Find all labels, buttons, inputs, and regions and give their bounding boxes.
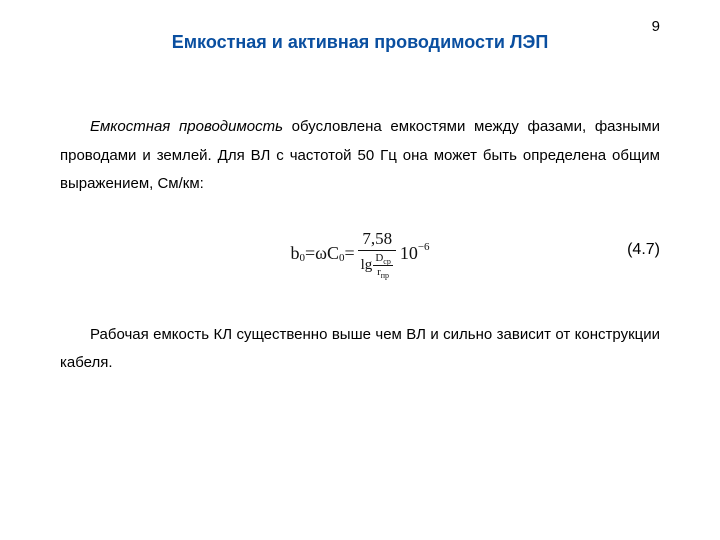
var-b: b <box>290 243 299 264</box>
sub-D: ср <box>383 257 391 266</box>
italic-term: Емкостная проводимость <box>90 118 283 135</box>
sub-C: 0 <box>339 252 345 264</box>
sub-r: пр <box>381 271 389 280</box>
numerator: 7,58 <box>358 229 396 251</box>
eq2: = <box>344 243 354 264</box>
paragraph-1: Емкостная проводимость обусловлена емкос… <box>60 113 660 199</box>
page-number: 9 <box>652 18 660 35</box>
var-omega: ω <box>315 243 327 264</box>
eq1: = <box>305 243 315 264</box>
inner-fraction: Dср rпр <box>373 252 393 277</box>
ten: 10 <box>400 243 418 264</box>
page-title: Емкостная и активная проводимости ЛЭП <box>60 32 660 53</box>
lg: lg <box>361 257 373 274</box>
formula-row: b0 = ωC0 = 7,58 lg Dср rпр 10−6 (4.7) <box>60 217 660 291</box>
var-C: C <box>327 243 339 264</box>
equation-number: (4.7) <box>627 241 660 259</box>
denominator: lg Dср rпр <box>357 251 398 277</box>
inner-den: rпр <box>375 266 391 278</box>
sub-b: 0 <box>299 252 305 264</box>
paragraph-2: Рабочая емкость КЛ существенно выше чем … <box>60 321 660 378</box>
main-fraction: 7,58 lg Dср rпр <box>357 229 398 277</box>
exponent: −6 <box>418 241 430 253</box>
formula: b0 = ωC0 = 7,58 lg Dср rпр 10−6 <box>290 229 429 277</box>
inner-num: Dср <box>373 252 393 265</box>
